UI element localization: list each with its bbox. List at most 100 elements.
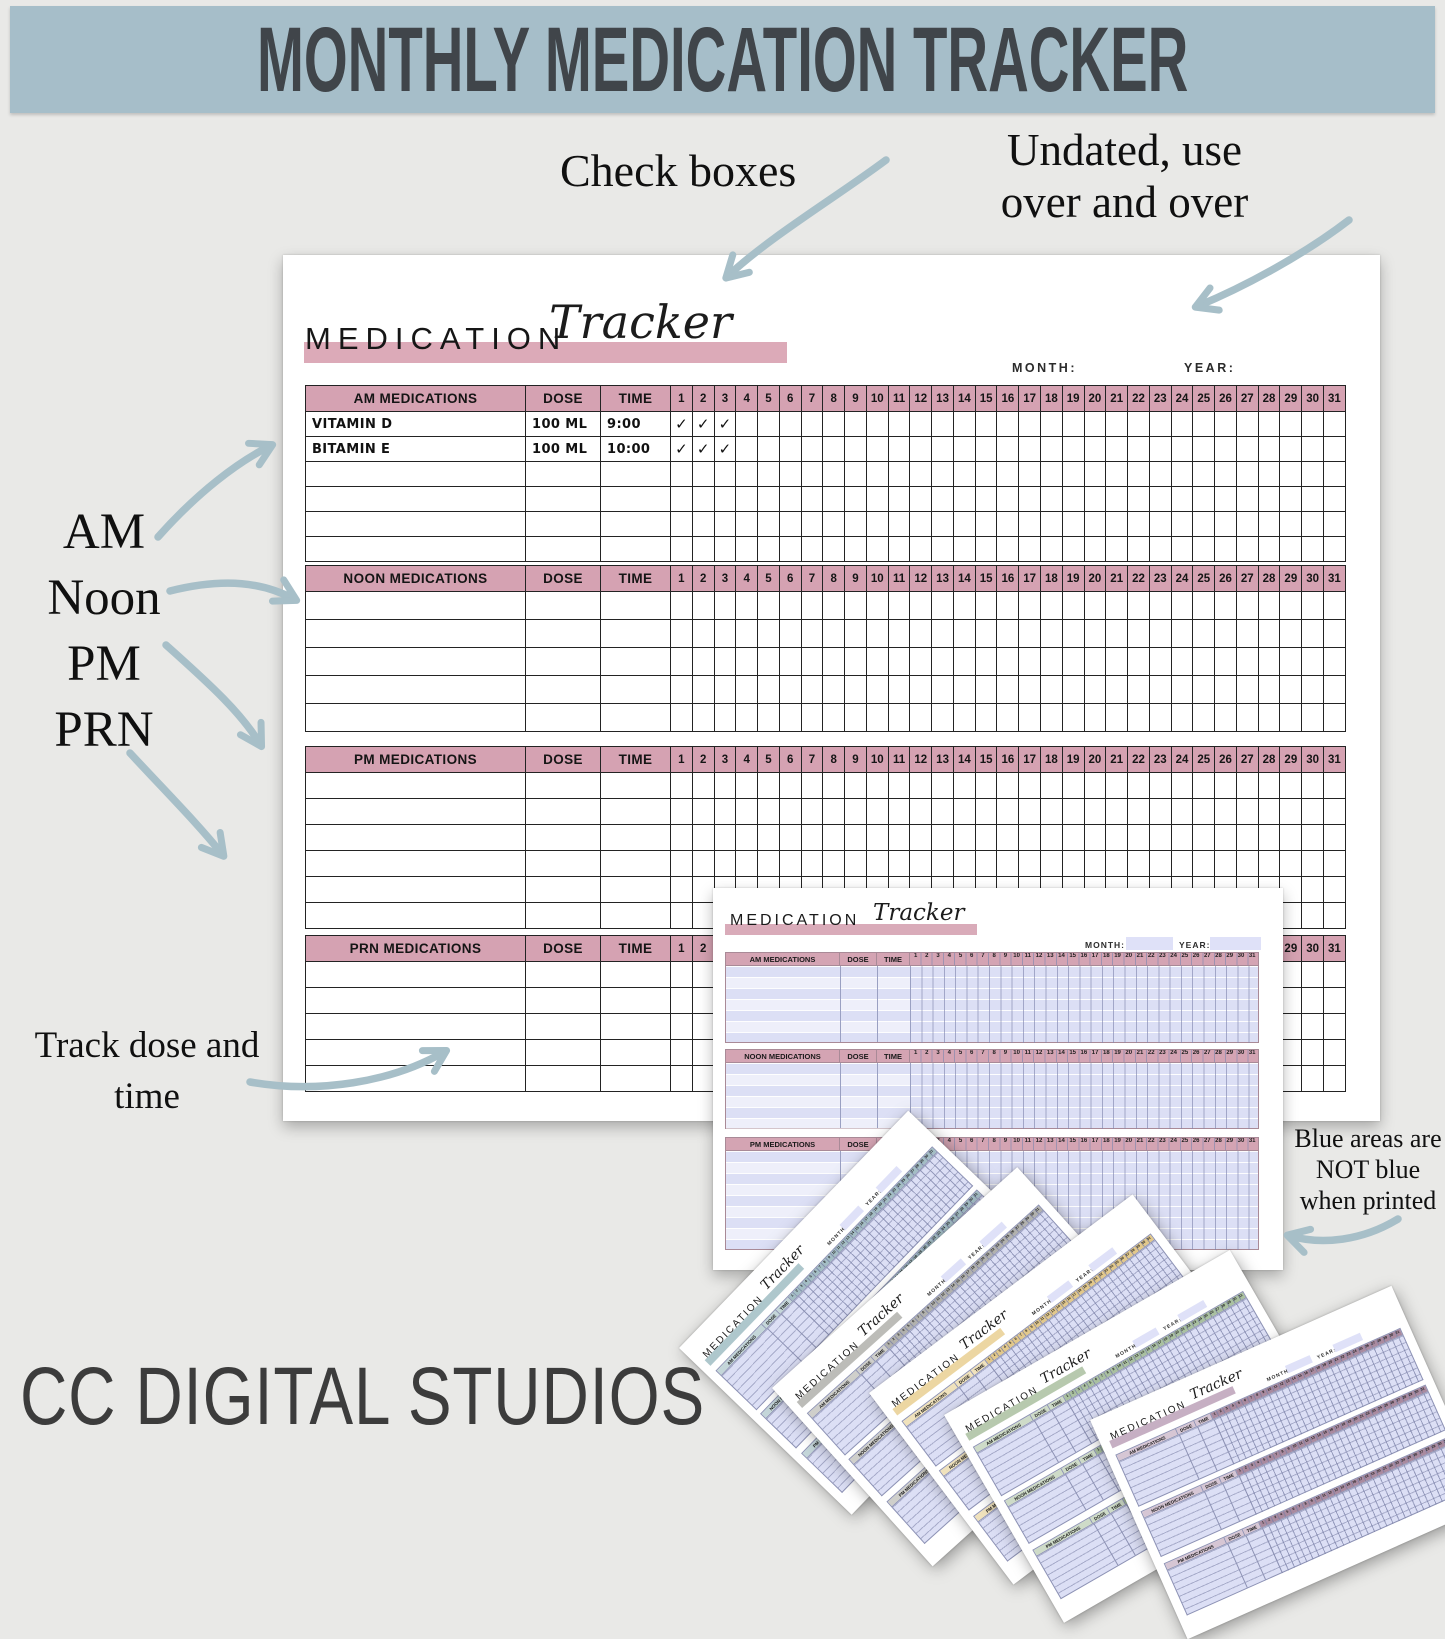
- day-cell: [1214, 619, 1237, 648]
- med-time-cell: [600, 536, 671, 562]
- day-cell: [1148, 675, 1172, 704]
- time-header-cell: TIME: [877, 1050, 910, 1062]
- day-cell: [974, 850, 998, 877]
- day-cell: [713, 536, 737, 562]
- day-header-cell: 29: [1226, 1138, 1234, 1144]
- day-cell: [931, 798, 954, 825]
- med-dose-cell: [525, 961, 601, 988]
- day-header-cell: 15: [1069, 953, 1077, 959]
- day-cell: [909, 675, 933, 704]
- day-cell: [1322, 536, 1346, 562]
- day-cell: [735, 436, 759, 462]
- med-name-cell: [305, 1013, 526, 1040]
- day-cell: [931, 850, 954, 877]
- day-cell: [1083, 675, 1107, 704]
- section-header-row: PM MEDICATIONSDOSETIME123456789101112131…: [725, 1137, 1259, 1151]
- day-header-cell: 17: [1091, 1050, 1099, 1056]
- day-cell: [1214, 591, 1237, 620]
- day-header-cell: 10: [1013, 1138, 1020, 1144]
- day-header-cell: 15: [974, 385, 998, 412]
- day-cell: [952, 591, 976, 620]
- day-cell: [1279, 461, 1303, 487]
- day-cell: [865, 436, 889, 462]
- day-cell: [691, 876, 715, 903]
- day-cell: [844, 824, 867, 851]
- day-header-cell: 12: [909, 565, 933, 592]
- day-cell: [1301, 876, 1324, 903]
- day-cell: [1257, 461, 1281, 487]
- day-header-cell: 22: [1147, 953, 1155, 959]
- track-note-line2: time: [114, 1076, 180, 1118]
- tracker-row: [305, 619, 1346, 648]
- day-cell: [822, 591, 846, 620]
- day-cell: [1214, 798, 1237, 825]
- day-header-cell: 10: [865, 385, 889, 412]
- med-time-cell: [600, 703, 671, 732]
- day-cell: [691, 772, 715, 799]
- day-cell: [822, 511, 846, 537]
- day-cell: [778, 511, 802, 537]
- day-cell: [1170, 703, 1194, 732]
- med-dose-cell: [525, 591, 601, 620]
- section-header-cell: NOON MEDICATIONS: [305, 565, 526, 592]
- day-header-cell: 23: [1159, 1138, 1166, 1144]
- sheet-title-script: Tracker: [873, 900, 965, 926]
- day-cell: [822, 647, 846, 676]
- day-cell: [952, 411, 976, 437]
- med-name-cell: [305, 536, 526, 562]
- day-header-cell: 1: [670, 385, 693, 412]
- day-cell: [844, 647, 867, 676]
- day-cell: [1235, 536, 1259, 562]
- section-body-grid: [725, 966, 1259, 1043]
- day-cell: [713, 703, 737, 732]
- day-cell: [909, 824, 933, 851]
- day-cell: ✓: [691, 436, 715, 462]
- blue-areas-note: Blue areas are NOT blue when printed: [1291, 1123, 1445, 1217]
- day-cell: [1322, 961, 1346, 988]
- med-dose-cell: [525, 798, 601, 825]
- day-header-cell: 9: [1003, 1138, 1008, 1144]
- day-cell: [931, 703, 954, 732]
- tracker-row: [305, 647, 1346, 676]
- day-cell: [931, 536, 954, 562]
- day-header-cell: 17: [1018, 565, 1042, 592]
- day-header-cell: 22: [1147, 1050, 1155, 1056]
- med-name-cell: [305, 876, 526, 903]
- day-header-cell: 23: [1159, 953, 1166, 959]
- track-dose-note: Track dose and time: [14, 1020, 280, 1122]
- column-divider: [1178, 1434, 1200, 1480]
- day-header-cell: 9: [844, 385, 867, 412]
- day-header-cell: 17: [1091, 1138, 1099, 1144]
- day-cell: [757, 511, 780, 537]
- day-cell: [1279, 876, 1303, 903]
- day-cell: [1170, 647, 1194, 676]
- day-cell: [909, 436, 933, 462]
- day-header-cell: 8: [992, 953, 996, 959]
- day-header-cell: 30: [1237, 1138, 1245, 1144]
- day-cell: [1235, 436, 1259, 462]
- day-header-cell: 30: [1301, 746, 1324, 773]
- day-cell: [1105, 511, 1129, 537]
- day-header-cell: 6: [778, 385, 802, 412]
- day-cell: [1061, 411, 1085, 437]
- day-cell: [974, 511, 998, 537]
- day-cell: [1127, 591, 1150, 620]
- day-header-cell: 6: [778, 746, 802, 773]
- sheet-title-word: MEDICATION: [305, 321, 568, 356]
- day-cell: [844, 703, 867, 732]
- day-cell: [1040, 536, 1063, 562]
- day-cell: [822, 461, 846, 487]
- day-header-cell: 27: [1235, 385, 1259, 412]
- day-cell: [1061, 486, 1085, 512]
- day-cell: [1235, 703, 1259, 732]
- year-label: YEAR:: [1184, 361, 1236, 375]
- day-header-strip: 1234567891011121314151617181920212223242…: [910, 1138, 1258, 1150]
- day-cell: [1192, 675, 1216, 704]
- day-cell: [1279, 961, 1303, 988]
- day-cell: [952, 436, 976, 462]
- day-cell: [974, 675, 998, 704]
- day-header-cell: 21: [1136, 953, 1144, 959]
- day-cell: [1083, 850, 1107, 877]
- day-header-cell: 26: [1214, 746, 1237, 773]
- med-dose-cell: [525, 486, 601, 512]
